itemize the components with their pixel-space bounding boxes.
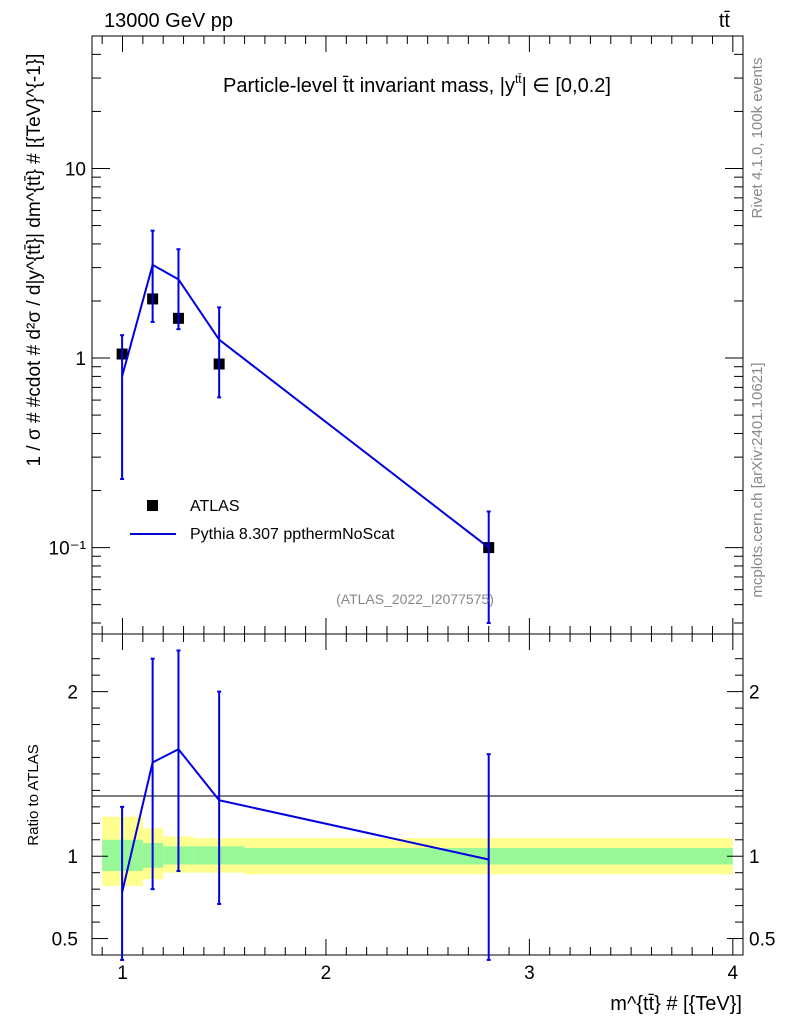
legend-atlas-marker — [147, 500, 158, 511]
main-y-tick-label: 1 — [75, 349, 86, 370]
main-plot-frame — [91, 35, 744, 635]
rivet-label: Rivet 4.1.0, 100k events — [749, 58, 766, 219]
ratio-plot-frame — [91, 633, 744, 956]
main-panel: 10⁻¹ 1 10 Particle-level t̄t invariant mas… — [49, 35, 744, 635]
ratio-y-axis-label: Ratio to ATLAS — [25, 744, 42, 845]
legend-atlas-label: ATLAS — [190, 498, 240, 515]
x-tick-label: 1 — [117, 963, 128, 984]
ratio-y-tick-label-right: 0.5 — [749, 930, 775, 951]
main-y-axis: 10⁻¹ 1 10 — [49, 35, 743, 624]
main-y-tick-label: 10 — [65, 159, 86, 180]
ratio-y-tick-label-right: 1 — [749, 847, 760, 868]
ratio-y-tick-label: 2 — [67, 683, 78, 704]
ratio-panel: 0.5 0.5 1 1 2 2 1 2 3 4 — [52, 633, 775, 984]
x-tick-label: 3 — [524, 963, 535, 984]
x-tick-label: 4 — [728, 963, 739, 984]
header-left: 13000 GeV pp — [104, 10, 233, 32]
header-right: tt̄ — [719, 10, 731, 32]
ratio-y-tick-label: 0.5 — [52, 930, 78, 951]
mcplots-label: mcplots.cern.ch [arXiv:2401.10621] — [749, 362, 766, 597]
ratio-y-tick-label-right: 2 — [749, 683, 760, 704]
main-series-group — [116, 229, 495, 625]
x-tick-label: 2 — [321, 963, 332, 984]
ratio-y-axis: 0.5 0.5 1 1 2 2 — [52, 658, 775, 951]
ratio-uncertainty-bands — [102, 816, 733, 886]
main-x-ticks — [101, 36, 734, 634]
legend: ATLAS Pythia 8.307 ppthermNoScat — [130, 498, 395, 543]
analysis-watermark: (ATLAS_2022_I2077575) — [336, 591, 494, 607]
ratio-x-axis: 1 2 3 4 — [101, 634, 739, 984]
pythia-series-line — [121, 263, 490, 549]
main-y-axis-label: 1 / σ # #cdot # d²σ / d|y^{tt̄}| dm^{tt̄… — [24, 54, 45, 467]
ratio-y-tick-label: 1 — [67, 847, 78, 868]
x-axis-label: m^{tt̄} # [{TeV}] — [610, 993, 742, 1015]
chart-title: Particle-level t̄t invariant mass, |ytt̄… — [223, 72, 611, 97]
legend-pythia-label: Pythia 8.307 ppthermNoScat — [190, 526, 395, 543]
main-y-tick-label: 10⁻¹ — [49, 539, 87, 560]
ratio-series-line — [121, 747, 489, 893]
ratio-series-group — [120, 649, 491, 961]
